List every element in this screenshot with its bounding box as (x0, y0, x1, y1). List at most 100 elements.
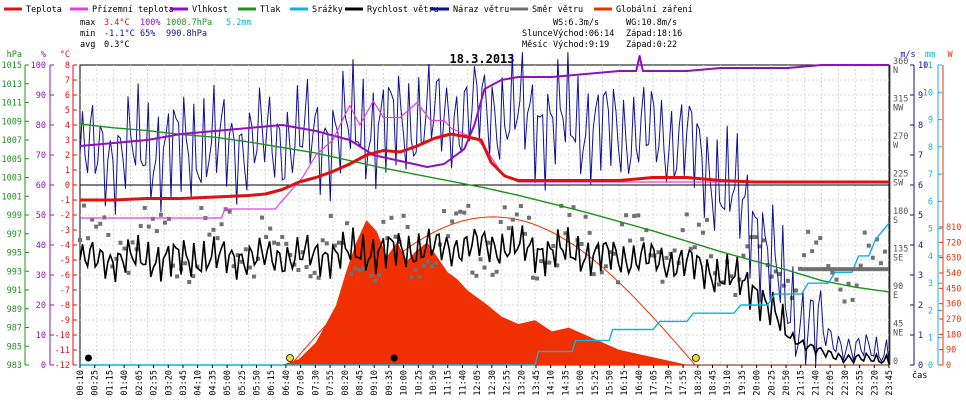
wind-dir-point (834, 277, 839, 282)
mm-tick-7: 4 (928, 252, 933, 262)
wind-dir-point (547, 260, 552, 265)
wind-dir-point (470, 270, 475, 275)
wind-dir-point (838, 287, 843, 292)
wind-dir-point (316, 275, 321, 280)
celsius-tick-16: -8 (60, 301, 70, 311)
wind-dir-point (814, 240, 819, 245)
wind-dir-point (183, 261, 188, 266)
x-label-19: 08:45 (355, 370, 365, 396)
wind-dir-point (98, 221, 103, 226)
x-label-20: 09:10 (370, 370, 380, 396)
celsius-tick-5: 3 (65, 136, 70, 146)
x-axis-labels: 00:10 00:25 01:15 01:40 02:05 02:55 03:20 03:45… (76, 365, 895, 396)
wind-dir-calm-band (801, 267, 889, 272)
wind-dir-point (522, 231, 527, 236)
mm-tick-5: 6 (928, 197, 933, 207)
wm2-tick-9: 0 (946, 361, 951, 371)
mm-tick-3: 8 (928, 143, 933, 153)
wind-dir-point (312, 270, 317, 275)
wind-dir-point (539, 259, 544, 264)
legend-label-1: Přízemní teplota (92, 5, 174, 15)
wind-dir-point (882, 249, 887, 254)
x-label-27: 12:05 (473, 370, 483, 396)
wm2-tick-3: 540 (946, 269, 961, 279)
wind-dir-point (660, 279, 665, 284)
wind-dir-point (243, 247, 248, 252)
x-label-2: 01:15 (105, 370, 115, 396)
wm2-tick-6: 270 (946, 315, 961, 325)
sun-rise: Východ:06:14 (553, 29, 614, 39)
series-radiation (80, 220, 889, 366)
moonrise-marker (390, 354, 398, 362)
x-label-50: 21:40 (811, 370, 821, 396)
wind-dir-point (858, 263, 863, 268)
wind-dir-point (154, 229, 159, 234)
wind-dir-point (126, 270, 131, 275)
wind-dir-point (324, 241, 329, 246)
hpa-tick-14: 987 (7, 324, 22, 334)
wind-dir-point (336, 240, 341, 245)
sunrise-marker (286, 354, 294, 362)
ms-tick-7: 3 (918, 271, 923, 281)
x-label-12: 05:50 (253, 370, 263, 396)
wind-ws: WS:6.3m/s (553, 18, 599, 28)
legend-label-3: Tlak (260, 5, 280, 15)
hpa-tick-4: 1007 (2, 136, 22, 146)
wind-dir-point (462, 210, 467, 215)
x-label-18: 08:20 (341, 370, 351, 396)
wind-dir-point (405, 224, 410, 229)
ms-tick-6: 4 (918, 241, 923, 251)
direction-tick-2: 270 (893, 132, 908, 142)
direction-label-4: S (893, 216, 898, 226)
x-label-40: 17:30 (664, 370, 674, 396)
hpa-tick-1: 1013 (2, 80, 22, 90)
wind-dir-point (78, 238, 82, 242)
wind-dir-point (268, 226, 273, 231)
wind-dir-point (142, 205, 147, 210)
wind-dir-point (773, 269, 778, 274)
celsius-tick-7: 1 (65, 166, 70, 176)
wind-dir-point (187, 279, 192, 284)
wind-dir-point (514, 212, 519, 217)
wind-dir-point (227, 209, 232, 214)
x-label-0: 00:10 (76, 370, 86, 396)
mm-tick-11: 0 (928, 361, 933, 371)
wind-dir-point (793, 288, 798, 293)
moon-set: Západ:0:22 (626, 40, 677, 50)
celsius-tick-13: -5 (60, 256, 70, 266)
mm-tick-9: 2 (928, 306, 933, 316)
wind-dir-point (664, 255, 669, 260)
legend-label-0: Teplota (26, 5, 62, 15)
x-label-31: 13:45 (532, 370, 542, 396)
wind-dir-point (713, 271, 718, 276)
wind-dir-point (696, 222, 701, 227)
x-label-17: 07:55 (326, 370, 336, 396)
celsius-tick-19: -11 (55, 346, 70, 356)
moon-rise: Východ:9:19 (553, 40, 609, 50)
wind-dir-point (219, 222, 224, 227)
wm2-tick-2: 630 (946, 254, 961, 264)
x-label-24: 10:50 (429, 370, 439, 396)
wind-dir-point (482, 265, 487, 270)
wind-dir-point (854, 283, 859, 288)
hpa-tick-15: 985 (7, 342, 22, 352)
x-label-11: 05:25 (238, 370, 248, 396)
x-label-9: 04:35 (208, 370, 218, 396)
wind-dir-point (191, 274, 196, 279)
stats-max-temp: 3.4°C (104, 18, 130, 28)
wind-dir-point (535, 276, 540, 281)
wind-dir-point (175, 274, 180, 279)
wind-dir-point (247, 265, 252, 270)
stats-max-press: 1008.7hPa (166, 18, 212, 28)
wind-dir-point (486, 240, 491, 245)
mm-tick-8: 3 (928, 279, 933, 289)
wind-dir-point (510, 217, 515, 222)
wind-dir-point (130, 240, 135, 245)
x-label-49: 21:15 (797, 370, 807, 396)
wind-dir-point (474, 273, 479, 278)
chart-title: 18.3.2013 (449, 52, 514, 66)
direction-label-1: NW (893, 104, 904, 114)
hpa-tick-10: 995 (7, 249, 22, 259)
wind-dir-point (684, 212, 689, 217)
direction-label-5: SE (893, 254, 903, 264)
